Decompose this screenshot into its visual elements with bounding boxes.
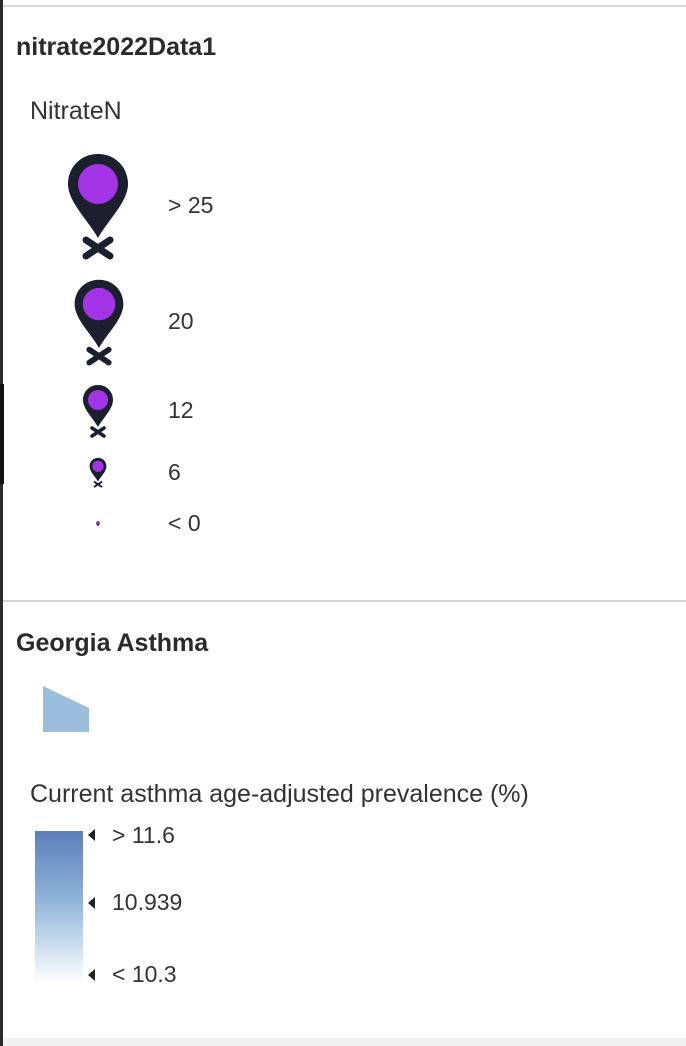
ramp-label: 10.939 (112, 889, 183, 915)
layer-title: Georgia Asthma (16, 629, 209, 657)
section-divider (3, 600, 686, 602)
ramp-tick-icon (88, 829, 95, 841)
field-title: NitrateN (30, 97, 122, 125)
pin-marker-icon (96, 521, 100, 527)
pin-marker-icon (89, 457, 107, 488)
color-ramp-bar (35, 831, 83, 983)
ramp-label: > 11.6 (112, 822, 175, 848)
size-label: < 0 (168, 510, 201, 536)
layer-title: nitrate2022Data1 (16, 33, 217, 61)
size-label: 6 (168, 459, 181, 485)
polygon-symbol-icon (43, 686, 89, 732)
size-label: 12 (168, 397, 194, 423)
pin-marker-icon (68, 154, 128, 260)
size-label: 20 (168, 308, 194, 334)
panel-resize-handle[interactable] (0, 384, 4, 484)
pin-marker-icon (74, 279, 124, 366)
size-label: > 25 (168, 192, 214, 218)
top-divider (3, 5, 686, 7)
ramp-tick-icon (88, 969, 95, 981)
panel-left-border (0, 0, 3, 1046)
ramp-label: < 10.3 (112, 961, 177, 987)
ramp-tick-icon (88, 897, 95, 909)
field-title: Current asthma age-adjusted prevalence (… (30, 780, 529, 808)
pin-marker-icon (83, 385, 113, 438)
bottom-strip (3, 1038, 686, 1046)
